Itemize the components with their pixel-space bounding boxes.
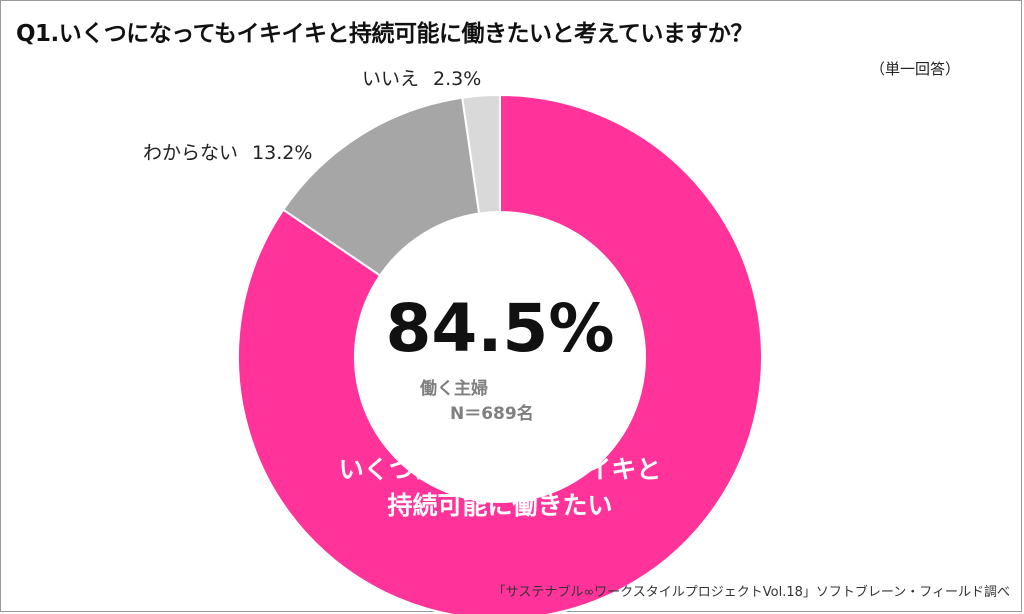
center-sample-size: N＝689名 bbox=[450, 404, 534, 424]
slice-label-yes-line2: 持続可能に働きたい bbox=[387, 491, 613, 520]
slice-label-yes-line1: いくつになってもイキイキと bbox=[338, 455, 662, 484]
donut-slice-dont-know bbox=[281, 96, 481, 277]
source-note: 「サステナブル∞ワークスタイルプロジェクトVol.18」ソフトブレーン・フィール… bbox=[492, 585, 1010, 600]
slice-label-dont-know: わからない 13.2% bbox=[143, 138, 312, 165]
chart-title: Q1.いくつになってもイキイキと持続可能に働きたいと考えていますか？ bbox=[16, 21, 753, 47]
slice-label-dont-know-value: 13.2% bbox=[252, 142, 313, 164]
center-sample-info: 働く主婦 N＝689名 bbox=[420, 377, 590, 427]
center-percentage: 84.5% bbox=[385, 290, 615, 367]
donut-slice-yes bbox=[237, 93, 763, 614]
slice-label-no: いいえ 2.3% bbox=[362, 64, 481, 91]
slice-label-no-value: 2.3% bbox=[433, 68, 482, 90]
answer-type-note: （単一回答） bbox=[869, 60, 960, 78]
donut-slice-no bbox=[461, 93, 501, 215]
slice-label-dont-know-name: わからない bbox=[143, 142, 239, 164]
slice-label-no-name: いいえ bbox=[362, 68, 420, 90]
center-group: 働く主婦 bbox=[420, 379, 488, 399]
slice-label-yes: いくつになってもイキイキと 持続可能に働きたい bbox=[300, 452, 700, 524]
